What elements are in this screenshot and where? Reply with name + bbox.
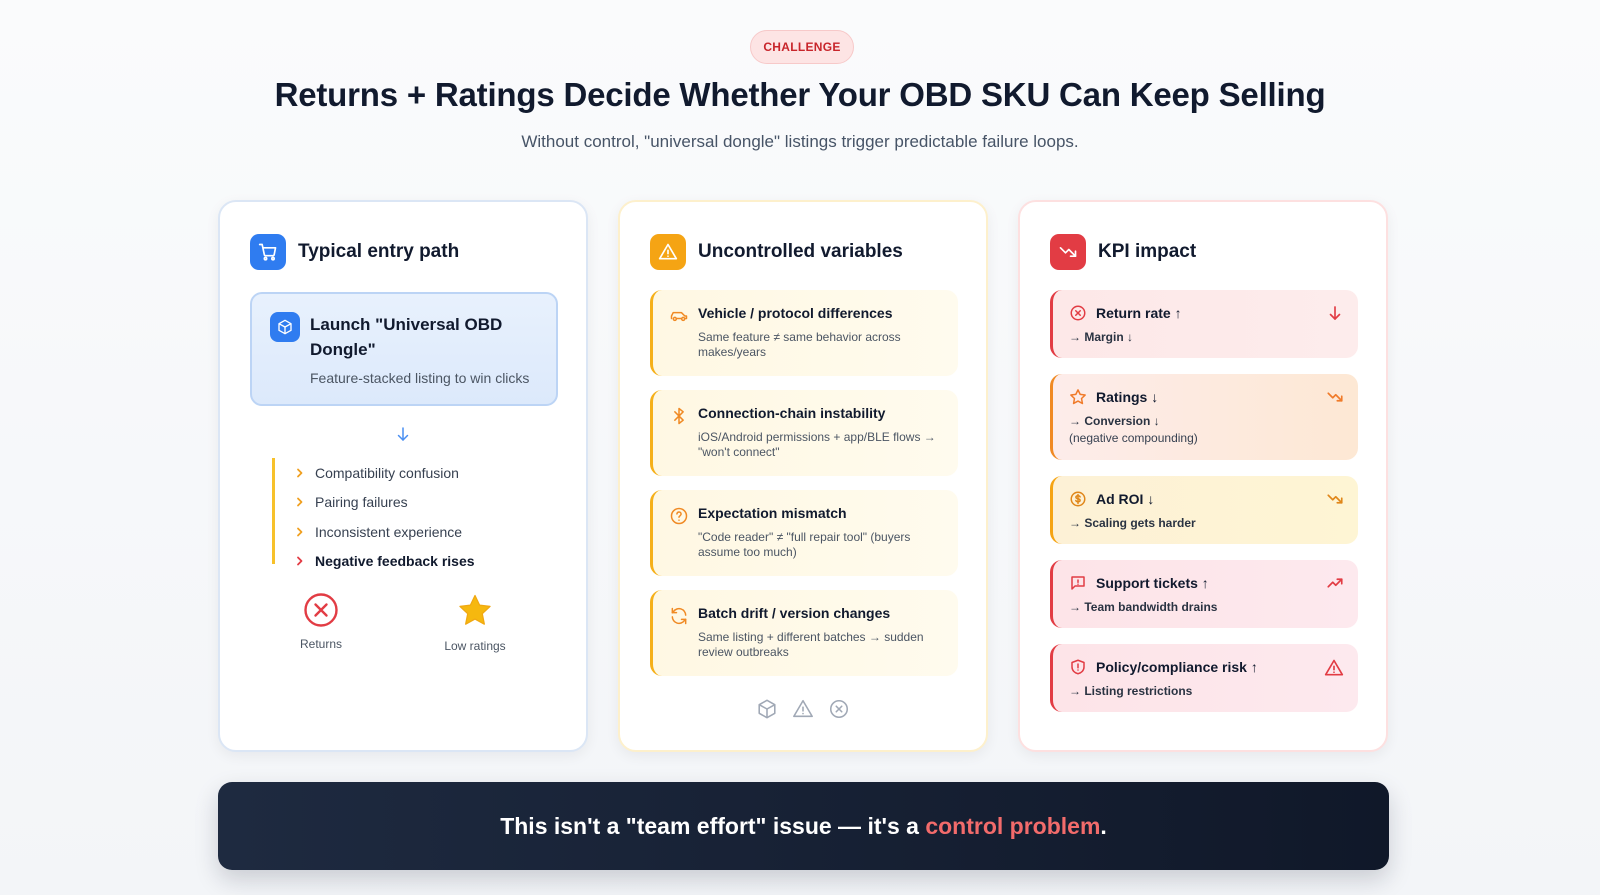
- launch-subtitle: Feature-stacked listing to win clicks: [310, 370, 530, 386]
- returns-label: Returns: [299, 637, 343, 651]
- conclusion-banner: This isn't a "team effort" issue — it's …: [218, 782, 1389, 870]
- box-icon: [756, 698, 778, 725]
- dollar-icon: [1069, 490, 1087, 513]
- variable-title: Connection-chain instability: [698, 405, 886, 421]
- box-icon: [270, 312, 300, 342]
- star-icon: [430, 592, 520, 635]
- message-alert-icon: [1069, 574, 1087, 597]
- kpi-item-policy-risk: Policy/compliance risk ↑ → Listing restr…: [1050, 644, 1358, 712]
- variables-card: Uncontrolled variables Vehicle / protoco…: [618, 200, 988, 752]
- bluetooth-icon: [669, 406, 689, 431]
- list-item: Negative feedback rises: [275, 547, 542, 577]
- variable-item-batch: Batch drift / version changes Same listi…: [650, 590, 958, 676]
- variable-item-connection: Connection-chain instability iOS/Android…: [650, 390, 958, 476]
- kpi-item-ratings: Ratings ↓ → Conversion ↓ (negative compo…: [1050, 374, 1358, 460]
- chain-item-label: Compatibility confusion: [315, 464, 459, 481]
- entry-path-title: Typical entry path: [298, 241, 460, 262]
- list-item: Compatibility confusion: [275, 458, 542, 488]
- cart-icon: [250, 234, 286, 270]
- list-item: Pairing failures: [275, 488, 542, 518]
- shield-alert-icon: [1069, 658, 1087, 681]
- variable-desc: iOS/Android permissions + app/BLE flows …: [698, 430, 936, 459]
- trend-up-icon: [1326, 574, 1344, 597]
- variable-title: Expectation mismatch: [698, 505, 847, 521]
- variables-title: Uncontrolled variables: [698, 241, 903, 262]
- arrow-down-icon: [1326, 304, 1344, 327]
- kpi-item-support-tickets: Support tickets ↑ → Team bandwidth drain…: [1050, 560, 1358, 628]
- chain-item-label: Pairing failures: [315, 494, 408, 511]
- warning-icon: [792, 698, 814, 725]
- kpi-item-title: Policy/compliance risk ↑: [1096, 659, 1258, 675]
- entry-path-header: Typical entry path: [250, 234, 459, 270]
- launch-box: Launch "Universal OBD Dongle" Feature-st…: [250, 292, 558, 406]
- trend-down-icon: [1326, 388, 1344, 411]
- kpi-item-sub: → Scaling gets harder: [1069, 516, 1196, 530]
- variable-desc: Same listing + different batches → sudde…: [698, 630, 924, 659]
- x-circle-icon: [828, 698, 850, 725]
- variable-title: Batch drift / version changes: [698, 605, 891, 621]
- chevron-right-icon: [295, 556, 305, 566]
- kpi-item-ad-roi: Ad ROI ↓ → Scaling gets harder: [1050, 476, 1358, 544]
- returns-outcome: Returns: [276, 592, 366, 651]
- launch-title: Launch "Universal OBD Dongle": [310, 315, 503, 359]
- page-subtitle: Without control, "universal dongle" list…: [521, 132, 1079, 151]
- kpi-item-title: Support tickets ↑: [1096, 575, 1209, 591]
- car-icon: [669, 306, 689, 331]
- x-circle-icon: [1069, 304, 1087, 327]
- kpi-item-title: Return rate ↑: [1096, 305, 1182, 321]
- variable-desc: Same feature ≠ same behavior across make…: [698, 330, 901, 359]
- kpi-item-sub: → Conversion ↓: [1069, 414, 1160, 428]
- chevron-right-icon: [295, 497, 305, 507]
- challenge-badge: CHALLENGE: [750, 30, 854, 64]
- warning-icon: [650, 234, 686, 270]
- chain-item-label: Negative feedback rises: [315, 553, 475, 570]
- arrow-down-icon: [394, 424, 412, 449]
- kpi-item-sub2: (negative compounding): [1069, 431, 1198, 445]
- variable-desc: "Code reader" ≠ "full repair tool" (buye…: [698, 530, 911, 559]
- banner-accent: control problem: [925, 812, 1101, 839]
- kpi-item-return-rate: Return rate ↑ → Margin ↓: [1050, 290, 1358, 358]
- page-title: Returns + Ratings Decide Whether Your OB…: [274, 76, 1326, 113]
- kpi-item-sub: → Listing restrictions: [1069, 684, 1193, 698]
- kpi-card: KPI impact Return rate ↑ → Margin ↓ Rati…: [1018, 200, 1388, 752]
- kpi-header: KPI impact: [1050, 234, 1196, 270]
- question-icon: [669, 506, 689, 531]
- low-ratings-outcome: Low ratings: [430, 592, 520, 653]
- entry-path-card: Typical entry path Launch "Universal OBD…: [218, 200, 588, 752]
- failure-chain-list: Compatibility confusion Pairing failures…: [272, 458, 542, 569]
- banner-tail: .: [1100, 812, 1107, 839]
- variable-item-expectation: Expectation mismatch "Code reader" ≠ "fu…: [650, 490, 958, 576]
- chevron-right-icon: [295, 527, 305, 537]
- banner-lead: This isn't a "team effort" issue — it's …: [500, 812, 926, 839]
- kpi-item-sub: → Team bandwidth drains: [1069, 600, 1218, 614]
- list-item: Inconsistent experience: [275, 517, 542, 547]
- variable-title: Vehicle / protocol differences: [698, 305, 893, 321]
- star-outline-icon: [1069, 388, 1087, 411]
- kpi-title: KPI impact: [1098, 241, 1197, 262]
- trend-down-icon: [1050, 234, 1086, 270]
- chevron-right-icon: [295, 468, 305, 478]
- footer-icons: [620, 698, 986, 725]
- refresh-icon: [669, 606, 689, 631]
- warning-icon: [1324, 658, 1344, 683]
- trend-down-icon: [1326, 490, 1344, 513]
- variables-header: Uncontrolled variables: [650, 234, 903, 270]
- chain-item-label: Inconsistent experience: [315, 523, 463, 540]
- variable-item-protocol: Vehicle / protocol differences Same feat…: [650, 290, 958, 376]
- kpi-item-sub: → Margin ↓: [1069, 330, 1134, 344]
- x-circle-icon: [276, 592, 366, 633]
- kpi-item-title: Ratings ↓: [1096, 389, 1159, 405]
- low-ratings-label: Low ratings: [444, 639, 506, 653]
- kpi-item-title: Ad ROI ↓: [1096, 491, 1155, 507]
